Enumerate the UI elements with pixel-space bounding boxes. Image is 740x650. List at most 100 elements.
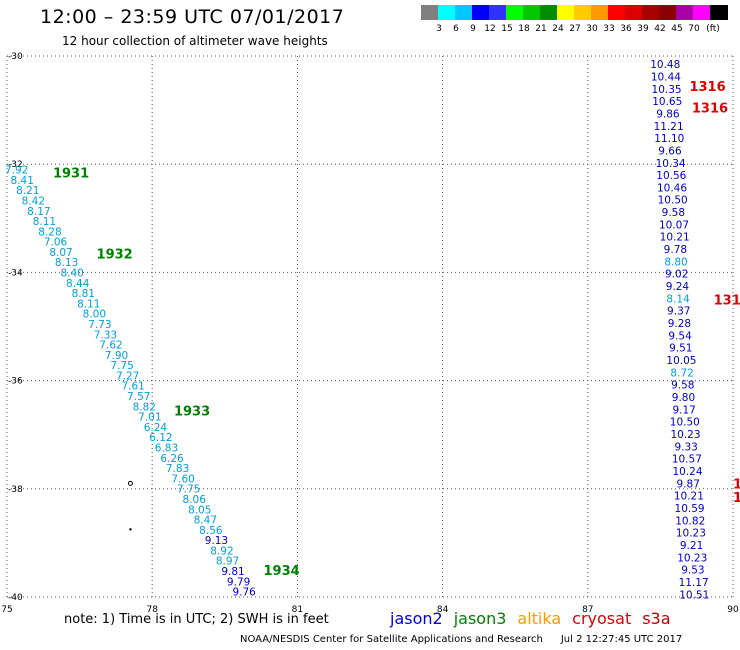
swh-data-label: 8.06 [183, 494, 207, 506]
scale-label: 9 [470, 24, 476, 34]
swh-data-label: 10.23 [677, 552, 707, 564]
swh-data-label: 9.33 [674, 441, 697, 453]
scale-swatch [438, 5, 456, 20]
swh-data-label: 8.40 [60, 268, 83, 280]
swh-data-label: 8.13 [55, 257, 78, 269]
scale-label: 30 [586, 24, 598, 34]
scale-swatch [676, 5, 694, 20]
swh-data-label: 10.48 [650, 59, 680, 71]
swh-data-label: 9.79 [227, 576, 250, 588]
swh-data-label: 9.66 [658, 145, 682, 157]
swh-data-label: 7.83 [166, 463, 189, 475]
x-tick-label: 81 [292, 605, 303, 615]
swh-data-label: 7.75 [110, 360, 133, 372]
y-tick-label: -38 [8, 485, 23, 495]
swh-data-label: 10.24 [672, 466, 702, 478]
x-tick-label: 90 [727, 605, 739, 615]
swh-data-label: 9.76 [232, 587, 256, 599]
scale-label: 21 [535, 24, 547, 34]
swh-data-label: 9.78 [664, 244, 687, 256]
swh-data-label: 8.11 [77, 298, 100, 310]
swh-data-label: 6.26 [160, 453, 184, 465]
swh-data-label: 8.17 [27, 206, 50, 218]
swh-data-label: 9.21 [680, 540, 703, 552]
swh-data-label: 9.58 [671, 380, 694, 392]
satellite-legend: jason2 jason3 altika cryosat s3a [390, 609, 682, 628]
swh-data-label: 7.90 [105, 350, 128, 362]
scale-label: 45 [671, 24, 683, 34]
data-labels: 7.928.418.218.428.178.118.287.068.078.13… [5, 59, 709, 601]
scale-label: 18 [518, 24, 530, 34]
swh-data-label: 10.50 [670, 417, 700, 429]
swh-data-label: 10.35 [652, 84, 682, 96]
swh-data-label: 10.07 [659, 219, 689, 231]
time-label: 1 [733, 477, 740, 492]
swh-data-label: 9.58 [662, 207, 685, 219]
y-tick-label: -32 [8, 160, 23, 170]
swh-data-label: 10.82 [675, 515, 705, 527]
time-labels: 1931 1932 1933 1934 1316 1316 1315 11 [53, 80, 740, 579]
scale-swatch [625, 5, 643, 20]
swh-data-label: 7.61 [121, 381, 144, 393]
swh-data-label: 10.46 [657, 182, 687, 194]
swh-data-label: 7.06 [44, 237, 68, 249]
swh-data-label: 10.65 [652, 96, 682, 108]
swh-data-label: 6.83 [155, 442, 178, 454]
chart-subtitle: 12 hour collection of altimeter wave hei… [62, 34, 328, 48]
agency-credit: NOAA/NESDIS Center for Satellite Applica… [240, 634, 543, 645]
scale-swatch [472, 5, 490, 20]
y-tick-label: -36 [8, 377, 23, 387]
scale-label: 6 [453, 24, 459, 34]
scale-swatch [455, 5, 473, 20]
satellite-legend-item: jason3 [453, 609, 507, 628]
swh-data-label: 8.42 [22, 195, 45, 207]
swh-data-label: 7.75 [177, 484, 200, 496]
swh-data-label: 10.23 [676, 528, 706, 540]
swh-data-label: 8.21 [16, 185, 39, 197]
scale-label: 33 [603, 24, 615, 34]
scale-label: 15 [501, 24, 513, 34]
y-tick-label: -40 [8, 593, 23, 603]
scale-swatch [557, 5, 575, 20]
generated-timestamp: Jul 2 12:27:45 UTC 2017 [560, 634, 683, 645]
swh-data-label: 8.81 [72, 288, 95, 300]
swh-data-label: 6.24 [144, 422, 168, 434]
satellite-legend-item: jason2 [390, 609, 443, 628]
swh-data-label: 7.27 [116, 370, 139, 382]
time-label: 1931 [53, 166, 89, 181]
scale-label: 12 [484, 24, 496, 34]
swh-data-label: 10.23 [670, 429, 700, 441]
x-tick-label: 84 [437, 605, 449, 615]
scale-swatch [574, 5, 592, 20]
time-label: 1315 [714, 293, 740, 308]
time-label: 1 [733, 491, 740, 506]
swh-data-label: 8.14 [666, 293, 690, 305]
time-label: 1933 [174, 404, 210, 419]
time-label: 1316 [692, 101, 728, 116]
scale-swatch [540, 5, 558, 20]
marker-circle [127, 480, 133, 486]
swh-data-label: 10.57 [672, 454, 702, 466]
scale-swatch [693, 5, 711, 20]
swh-data-label: 9.53 [681, 565, 704, 577]
swh-data-label: 10.44 [651, 71, 681, 83]
swh-data-label: 8.97 [216, 556, 239, 568]
swh-data-label: 9.28 [668, 318, 691, 330]
scale-swatch [659, 5, 677, 20]
scale-swatch [523, 5, 541, 20]
swh-data-label: 8.92 [210, 545, 233, 557]
swh-data-label: 10.50 [658, 195, 688, 207]
time-label: 1316 [689, 80, 725, 95]
swh-data-label: 7.73 [88, 319, 111, 331]
scale-swatch [489, 5, 507, 20]
swh-data-label: 10.21 [660, 232, 690, 244]
swh-data-label: 11.10 [654, 133, 684, 145]
swh-data-label: 9.54 [668, 330, 692, 342]
swh-data-label: 10.56 [656, 170, 686, 182]
swh-data-label: 8.41 [11, 175, 34, 187]
scale-label: 42 [654, 24, 666, 34]
swh-data-label: 8.80 [664, 256, 687, 268]
swh-data-label: 7.57 [127, 391, 150, 403]
x-tick-label: 87 [582, 605, 593, 615]
